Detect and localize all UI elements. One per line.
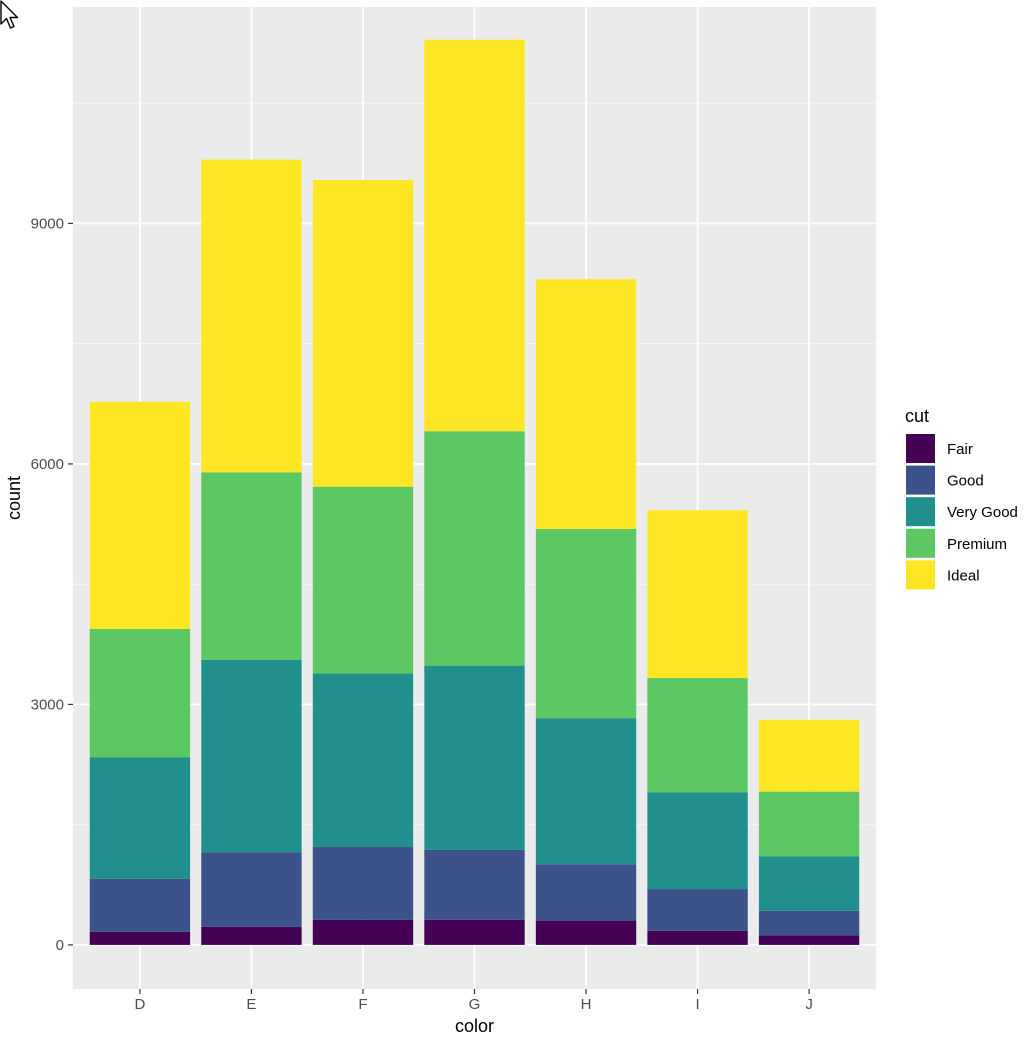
legend-label-ideal: Ideal (947, 567, 980, 584)
bar-segment-I-fair (647, 930, 748, 945)
x-tick-label: F (358, 996, 367, 1013)
bar-segment-J-fair (758, 935, 860, 945)
bar-segment-D-good (89, 878, 191, 932)
bar-segment-H-ideal (535, 279, 637, 529)
bar-segment-F-very-good (312, 673, 414, 848)
legend-title: cut (905, 406, 929, 426)
bar-segment-E-very-good (201, 659, 302, 853)
bar-segment-E-fair (201, 926, 302, 945)
y-tick-label: 0 (56, 937, 64, 954)
y-tick-label: 9000 (31, 215, 64, 232)
bar-segment-F-fair (312, 919, 414, 945)
bar-segment-G-good (424, 849, 525, 920)
bars-group (89, 39, 860, 945)
x-tick-label: E (246, 996, 256, 1013)
bar-segment-I-good (647, 889, 748, 931)
bar-segment-G-fair (424, 919, 525, 945)
bar-segment-D-very-good (89, 757, 191, 879)
bar-segment-D-premium (89, 628, 191, 758)
legend-swatch-good (906, 465, 935, 495)
x-axis-title: color (455, 1016, 494, 1036)
bar-segment-D-ideal (89, 401, 191, 629)
bar-segment-H-very-good (535, 718, 637, 865)
bar-segment-I-premium (647, 678, 748, 793)
y-tick-label: 3000 (31, 696, 64, 713)
x-axis: D E F G H I J (134, 989, 813, 1013)
bar-segment-J-very-good (758, 856, 860, 911)
bar-segment-G-very-good (424, 665, 525, 850)
legend-label-fair: Fair (947, 441, 973, 458)
legend-swatch-very-good (906, 497, 935, 527)
mouse-pointer-icon (0, 0, 19, 29)
bar-segment-E-premium (201, 472, 302, 660)
x-tick-label: J (805, 996, 813, 1013)
bar-segment-F-ideal (312, 179, 414, 487)
legend-swatch-premium (906, 528, 935, 558)
legend-label-very-good: Very Good (947, 504, 1018, 521)
bar-segment-J-premium (758, 791, 860, 857)
bar-segment-H-premium (535, 528, 637, 719)
x-tick-label: D (134, 996, 145, 1013)
bar-segment-E-good (201, 852, 302, 927)
bar-segment-E-ideal (201, 159, 302, 473)
y-axis: 0 3000 6000 9000 (31, 215, 73, 954)
bar-segment-F-good (312, 847, 414, 920)
x-tick-label: H (581, 996, 592, 1013)
bar-segment-I-ideal (647, 510, 748, 679)
bar-segment-G-premium (424, 431, 525, 666)
bar-segment-J-ideal (758, 719, 860, 792)
bar-segment-G-ideal (424, 39, 525, 432)
legend-swatch-ideal (906, 560, 935, 590)
legend: cut Fair Good Very Good Premium Ideal (905, 406, 1018, 590)
bar-segment-F-premium (312, 486, 414, 674)
legend-label-good: Good (947, 473, 984, 490)
y-tick-label: 6000 (31, 456, 64, 473)
legend-swatch-fair (906, 434, 935, 463)
y-axis-title: count (4, 476, 24, 520)
bar-segment-H-fair (535, 920, 637, 945)
x-tick-label: G (469, 996, 481, 1013)
bar-segment-J-good (758, 910, 860, 936)
legend-label-premium: Premium (947, 536, 1007, 553)
bar-segment-I-very-good (647, 792, 748, 890)
bar-segment-D-fair (89, 931, 191, 945)
x-tick-label: I (695, 996, 699, 1013)
bar-segment-H-good (535, 864, 637, 921)
